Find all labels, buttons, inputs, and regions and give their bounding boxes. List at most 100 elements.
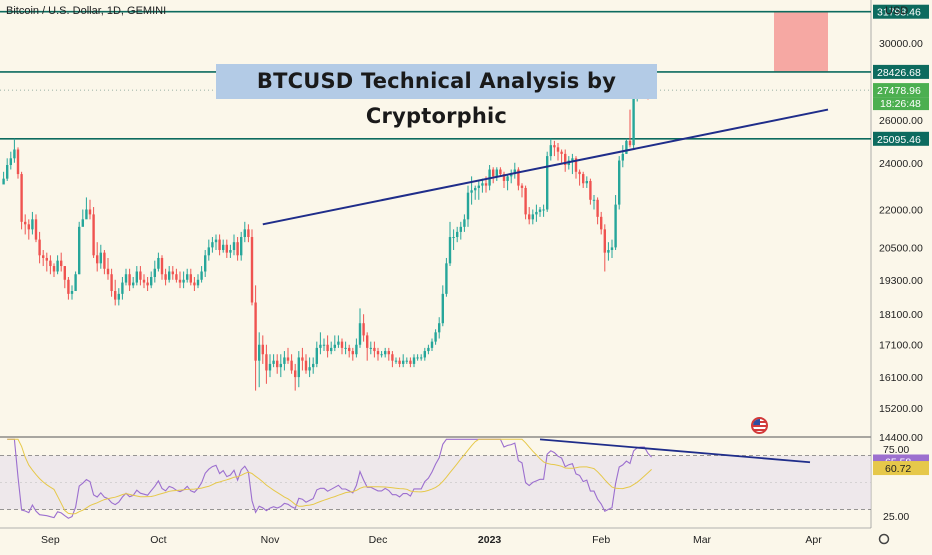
candle-body[interactable] [74, 274, 77, 292]
candle-body[interactable] [70, 291, 74, 294]
candle-body[interactable] [409, 360, 412, 364]
candle-body[interactable] [232, 242, 236, 251]
candle-body[interactable] [301, 357, 304, 361]
candle-body[interactable] [276, 360, 279, 368]
candle-body[interactable] [405, 360, 408, 362]
candle-body[interactable] [283, 357, 286, 364]
candle-body[interactable] [60, 260, 63, 267]
candle-body[interactable] [531, 214, 534, 220]
candle-body[interactable] [52, 266, 56, 272]
candle-body[interactable] [596, 199, 599, 217]
candle-body[interactable] [114, 291, 117, 300]
candle-body[interactable] [384, 351, 387, 355]
candle-body[interactable] [477, 185, 480, 188]
candle-body[interactable] [553, 145, 556, 148]
candle-body[interactable] [56, 260, 59, 272]
candle-body[interactable] [574, 158, 578, 172]
candle-body[interactable] [182, 279, 185, 283]
candle-body[interactable] [27, 224, 30, 230]
candle-body[interactable] [556, 147, 560, 152]
candle-body[interactable] [229, 250, 232, 253]
candle-body[interactable] [614, 204, 617, 248]
candle-body[interactable] [607, 250, 610, 253]
candle-body[interactable] [474, 187, 477, 191]
candle-body[interactable] [81, 219, 84, 227]
candle-body[interactable] [430, 341, 434, 348]
candle-body[interactable] [344, 347, 347, 349]
candle-body[interactable] [470, 190, 473, 193]
candle-body[interactable] [376, 351, 380, 355]
candle-body[interactable] [135, 271, 138, 283]
candle-body[interactable] [506, 176, 509, 181]
candle-body[interactable] [340, 341, 344, 348]
candle-body[interactable] [546, 156, 549, 210]
candle-body[interactable] [110, 274, 113, 292]
candle-body[interactable] [398, 360, 401, 364]
candle-body[interactable] [402, 360, 405, 364]
candle-body[interactable] [520, 185, 524, 188]
candle-body[interactable] [132, 282, 135, 286]
candle-body[interactable] [186, 274, 189, 280]
candle-body[interactable] [2, 178, 5, 185]
candle-body[interactable] [20, 174, 23, 222]
candle-body[interactable] [358, 323, 362, 345]
candle-body[interactable] [67, 279, 70, 294]
candle-body[interactable] [542, 209, 545, 211]
candle-body[interactable] [250, 237, 254, 303]
candle-body[interactable] [560, 151, 563, 154]
candle-body[interactable] [121, 282, 124, 294]
candle-body[interactable] [535, 211, 538, 215]
candle-body[interactable] [85, 209, 88, 220]
candle-body[interactable] [204, 255, 207, 272]
candle-body[interactable] [412, 357, 416, 364]
candle-body[interactable] [564, 153, 567, 166]
candle-body[interactable] [106, 268, 110, 275]
candle-body[interactable] [391, 354, 394, 361]
candle-body[interactable] [517, 169, 520, 186]
candle-body[interactable] [528, 214, 531, 220]
candle-body[interactable] [423, 351, 426, 358]
candle-body[interactable] [200, 271, 203, 280]
candle-body[interactable] [139, 271, 142, 280]
candle-body[interactable] [495, 169, 498, 177]
candle-body[interactable] [315, 347, 318, 364]
candle-body[interactable] [373, 347, 376, 352]
candle-body[interactable] [524, 187, 527, 215]
candle-body[interactable] [600, 216, 603, 230]
candle-body[interactable] [193, 282, 196, 286]
candle-body[interactable] [236, 242, 239, 256]
candle-body[interactable] [45, 257, 48, 261]
candle-body[interactable] [578, 171, 581, 175]
candle-body[interactable] [178, 279, 182, 283]
candle-body[interactable] [592, 199, 596, 201]
candle-body[interactable] [42, 255, 45, 258]
symbol-header[interactable]: Bitcoin / U.S. Dollar, 1D, GEMINI [6, 5, 167, 17]
candle-body[interactable] [459, 226, 462, 232]
candle-body[interactable] [16, 149, 20, 175]
candle-body[interactable] [466, 192, 470, 220]
candle-body[interactable] [355, 344, 358, 355]
candle-body[interactable] [445, 263, 448, 294]
candle-body[interactable] [196, 279, 200, 286]
candle-body[interactable] [618, 160, 621, 205]
candle-body[interactable] [322, 344, 326, 346]
candle-body[interactable] [157, 257, 160, 269]
candle-body[interactable] [304, 360, 308, 371]
candle-body[interactable] [394, 360, 398, 362]
candle-body[interactable] [366, 335, 369, 348]
candle-body[interactable] [481, 183, 484, 186]
candle-body[interactable] [146, 282, 149, 286]
candle-body[interactable] [171, 271, 174, 275]
candle-body[interactable] [625, 140, 628, 154]
candle-body[interactable] [628, 140, 632, 146]
candle-body[interactable] [438, 323, 441, 333]
candle-body[interactable] [448, 237, 452, 264]
candle-body[interactable] [308, 367, 311, 371]
candle-body[interactable] [254, 302, 257, 361]
candle-body[interactable] [103, 252, 106, 269]
candle-body[interactable] [24, 221, 27, 225]
candle-body[interactable] [549, 145, 552, 157]
candle-body[interactable] [499, 169, 502, 175]
candle-body[interactable] [621, 153, 624, 161]
